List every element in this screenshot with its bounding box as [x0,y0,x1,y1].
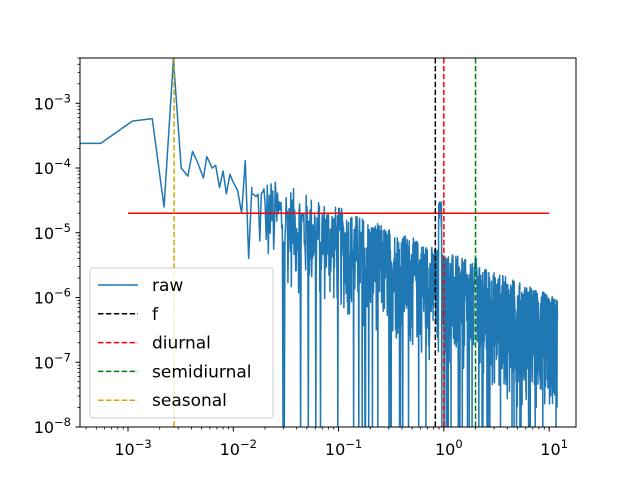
y-tick-label: 10−8 [34,415,71,437]
x-tick-label: 100 [435,437,463,459]
legend-label-seasonal: seasonal [152,391,227,411]
legend-box [89,267,274,419]
y-tick-label: 10−7 [34,350,71,372]
y-tick-label: 10−6 [34,286,71,308]
legend-label-raw: raw [152,276,183,296]
legend-label-diurnal: diurnal [152,334,211,354]
axes: 10−3 10−2 10−1 100 101 10−8 10−7 10−6 10−5 10−4 10… [34,57,568,459]
y-tick-label: 10−4 [34,156,71,178]
raw-series-line [80,58,559,427]
x-tick-label: 101 [540,437,568,459]
x-tick-label: 10−2 [220,437,257,459]
legend-label-f: f [152,305,159,325]
y-tick-label: 10−5 [34,221,71,243]
x-tick-label: 10−3 [114,437,151,459]
x-tick-label: 10−1 [325,437,362,459]
legend: raw f diurnal semidiurnal seasonal [89,267,274,419]
y-tick-label: 10−3 [34,91,71,113]
legend-label-semidiurnal: semidiurnal [152,362,252,382]
plot-data-layer [80,58,559,427]
